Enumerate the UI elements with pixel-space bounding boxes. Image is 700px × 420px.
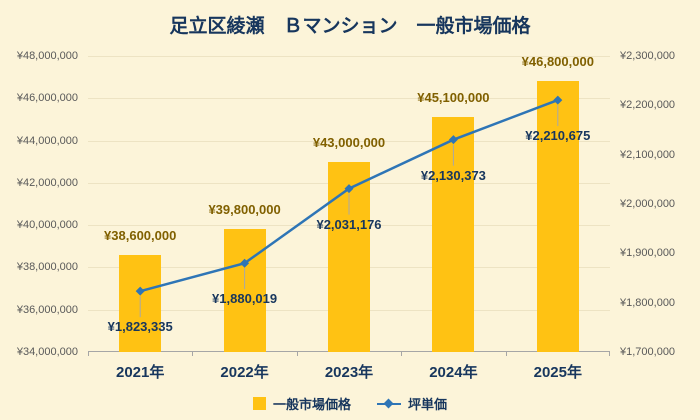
bar <box>223 229 266 352</box>
right-axis: ¥1,700,000 ¥1,800,000 ¥1,900,000 ¥2,000,000… <box>614 50 700 358</box>
left-axis-tick-label: ¥44,000,000 <box>16 134 78 147</box>
line-value-label: ¥2,130,373 <box>420 167 486 183</box>
right-axis-tick-label: ¥2,000,000 <box>620 198 676 210</box>
line-series-swatch-icon <box>377 398 401 409</box>
line-marker-icon <box>240 258 250 268</box>
right-axis-tick-label: ¥1,700,000 <box>620 346 676 358</box>
left-axis-tick-label: ¥40,000,000 <box>16 219 78 232</box>
bar-value-label: ¥46,800,000 <box>521 54 594 70</box>
left-axis-tick-label: ¥46,000,000 <box>16 92 78 105</box>
legend: 一般市場価格 坪単価 <box>0 394 700 413</box>
axis-tick-mark <box>296 352 298 356</box>
axis-tick-mark <box>88 352 89 356</box>
bar <box>536 81 579 352</box>
axis-tick-mark <box>609 352 610 356</box>
x-axis-label: 2023年 <box>324 364 374 381</box>
bar-value-label: ¥43,000,000 <box>312 134 386 150</box>
line-value-label: ¥2,031,176 <box>316 216 382 232</box>
plot-area: ¥38,600,000 ¥39,800,000 ¥43,000,000 ¥45,100… <box>88 54 610 356</box>
line-marker-icon <box>553 95 563 105</box>
line-value-label: ¥1,823,335 <box>107 319 173 335</box>
line-series-layer <box>135 95 563 318</box>
x-axis: 2021年 2022年 2023年 2024年 2025年 <box>88 361 610 383</box>
bar-value-label: ¥39,800,000 <box>208 202 281 218</box>
x-axis-label: 2022年 <box>220 364 269 381</box>
right-axis-tick-label: ¥1,900,000 <box>620 247 676 260</box>
bar-value-label: ¥38,600,000 <box>104 227 177 243</box>
line-swatch-diamond-icon <box>383 398 394 408</box>
line-marker-icon <box>344 184 354 194</box>
axis-tick-mark <box>401 352 403 356</box>
legend-item-line: 坪単価 <box>377 394 447 413</box>
line-marker-icon <box>135 286 145 296</box>
x-axis-label: 2024年 <box>429 364 478 381</box>
x-axis-label: 2021年 <box>116 364 165 381</box>
bar-series-swatch-icon <box>252 397 266 410</box>
gridline <box>88 98 610 100</box>
bar-value-label: ¥45,100,000 <box>417 90 490 106</box>
left-axis: ¥34,000,000 ¥36,000,000 ¥38,000,000 ¥40,000… <box>0 50 82 358</box>
right-axis-tick-label: ¥2,100,000 <box>620 148 676 161</box>
legend-line-label: 坪単価 <box>408 397 448 412</box>
right-axis-tick-label: ¥2,300,000 <box>620 50 676 62</box>
left-axis-tick-label: ¥42,000,000 <box>16 176 78 189</box>
legend-bar-label: 一般市場価格 <box>272 397 351 412</box>
gridline <box>88 140 610 142</box>
left-axis-tick-label: ¥34,000,000 <box>16 346 78 358</box>
left-axis-tick-label: ¥48,000,000 <box>16 50 78 62</box>
left-axis-tick-label: ¥36,000,000 <box>16 303 78 316</box>
gridline <box>88 56 610 57</box>
line-marker-icon <box>448 135 458 145</box>
chart-title: 足立区綾瀬 Ｂマンション 一般市場価格 <box>169 16 531 37</box>
x-axis-label: 2025年 <box>533 364 582 381</box>
axis-tick-mark <box>192 352 194 356</box>
line-value-label: ¥1,880,019 <box>212 291 278 307</box>
right-axis-tick-label: ¥1,800,000 <box>620 296 676 309</box>
line-value-label: ¥2,210,675 <box>525 128 591 144</box>
bar <box>328 161 370 352</box>
legend-item-bar: 一般市場価格 <box>252 394 351 413</box>
left-axis-tick-label: ¥38,000,000 <box>16 261 78 274</box>
axis-tick-mark <box>505 352 507 356</box>
right-axis-tick-label: ¥2,200,000 <box>620 99 676 112</box>
